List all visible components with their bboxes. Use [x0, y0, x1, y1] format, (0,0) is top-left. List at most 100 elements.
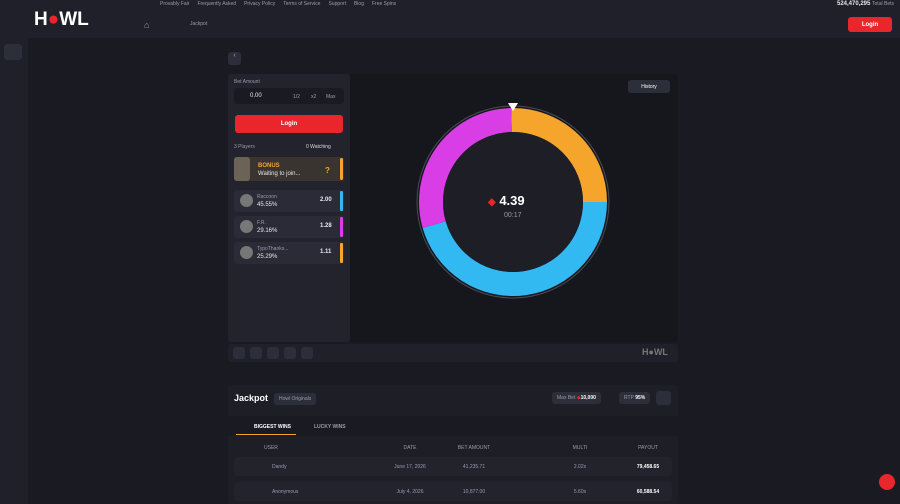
watermark-end: WL	[653, 347, 668, 357]
table-cell: 60,588.54	[636, 489, 660, 495]
bonus-status: Waiting to join...	[258, 171, 301, 177]
logo-start: H	[34, 9, 48, 30]
max-button[interactable]: Max	[326, 94, 336, 100]
wheel-segment	[419, 108, 513, 228]
tool-button[interactable]	[267, 347, 279, 359]
player-color-bar	[340, 217, 343, 237]
history-button[interactable]: History	[628, 80, 670, 93]
tool-button[interactable]	[301, 347, 313, 359]
tab-underline	[236, 434, 296, 435]
jackpot-title: Jackpot	[234, 393, 269, 403]
wheel-pointer	[508, 103, 518, 111]
top-nav: Provably Fair Frequently Asked Privacy Pol…	[160, 1, 396, 7]
multiplier: 4.39	[499, 193, 525, 208]
table-cell: 79,458.65	[636, 464, 660, 470]
wheel	[416, 103, 610, 299]
nav-link[interactable]: Terms of Service	[283, 1, 321, 7]
player-bet: 2.00	[320, 197, 332, 203]
total-bets: 524,470,295	[836, 1, 871, 7]
wheel-segment	[422, 201, 607, 296]
home-icon[interactable]: ⌂	[144, 20, 150, 30]
tab[interactable]: BIGGEST WINS	[254, 424, 291, 430]
wheel-center	[443, 132, 583, 272]
column-header: USER	[264, 445, 278, 451]
player-share: 45.55%	[257, 202, 278, 208]
breadcrumb[interactable]: Jackpot	[190, 21, 208, 27]
bonus-avatar	[234, 157, 250, 181]
jackpot-tag[interactable]: Howl Originals	[274, 393, 317, 405]
table-cell: 2.02x	[573, 464, 587, 470]
player-row	[234, 216, 344, 238]
column-header: MULTI	[572, 445, 588, 451]
player-color-bar	[340, 191, 343, 211]
bonus-bar	[340, 158, 343, 180]
nav-link[interactable]: Blog	[353, 1, 364, 7]
toolbar	[228, 344, 678, 362]
column-header: DATE	[403, 445, 417, 451]
login-button[interactable]: Login	[848, 17, 892, 32]
table-row	[234, 457, 672, 476]
multiplier-row: ◆ 4.39	[488, 193, 525, 208]
tab[interactable]: LUCKY WINS	[314, 424, 346, 430]
nav-link[interactable]: Support	[328, 1, 346, 7]
tool-button[interactable]	[233, 347, 245, 359]
player-name: F.R.	[257, 220, 266, 226]
column-header: BET AMOUNT	[457, 445, 491, 451]
rtp-label: RTP	[624, 395, 634, 401]
rtp: 95%	[635, 395, 646, 401]
player-row	[234, 190, 344, 212]
column-header: PAYOUT	[638, 445, 658, 451]
tool-button[interactable]	[250, 347, 262, 359]
watching: 0 Watching	[306, 144, 331, 150]
table-cell: June 17, 2026	[394, 464, 426, 470]
max-bet-label: Max Bet	[557, 395, 576, 401]
player-name: TypoThanks...	[257, 246, 289, 252]
table-cell: Dandy	[272, 464, 287, 470]
watermark-start: H	[642, 347, 649, 357]
double-button[interactable]: x2	[311, 94, 317, 100]
player-row	[234, 242, 344, 264]
tool-button[interactable]	[284, 347, 296, 359]
login-bet-button[interactable]: Login	[235, 115, 343, 133]
bonus-title: BONUS	[258, 163, 280, 169]
player-avatar	[240, 246, 253, 259]
chat-button[interactable]	[4, 44, 22, 60]
player-bet: 1.28	[320, 223, 332, 229]
watermark: H●WL	[642, 347, 668, 357]
nav-link[interactable]: Provably Fair	[160, 1, 190, 7]
half-button[interactable]: 1/2	[293, 94, 300, 100]
bet-label: Bet Amount	[234, 79, 260, 85]
players-count: 3 Players	[234, 144, 255, 150]
sidebar	[0, 38, 28, 504]
timer: 00:17	[504, 212, 522, 219]
table-cell: July 4, 2026	[396, 489, 424, 495]
collapse-button[interactable]	[656, 391, 671, 405]
bonus-mark: ?	[325, 166, 330, 175]
back-button[interactable]: ‹	[228, 52, 241, 65]
bet-value: 0.00	[250, 93, 262, 99]
table-cell: 5.60x	[573, 489, 587, 495]
total-bets-label: Total Bets	[872, 1, 894, 7]
player-color-bar	[340, 243, 343, 263]
table-cell: Anonymous	[272, 489, 299, 495]
nav-link[interactable]: Free Spins	[371, 1, 397, 7]
logo: H●WL	[34, 9, 89, 30]
player-bet: 1.11	[320, 249, 332, 255]
bonus-row	[234, 157, 344, 181]
tabs-bar	[228, 416, 678, 436]
player-name: Raccoon	[257, 194, 277, 200]
player-avatar	[240, 194, 253, 207]
player-avatar	[240, 220, 253, 233]
logo-end: WL	[59, 9, 89, 30]
wheel-segment	[511, 108, 607, 203]
player-share: 25.29%	[257, 254, 278, 260]
table-cell: 41,235.71	[462, 464, 486, 470]
bet-input[interactable]	[234, 88, 344, 104]
table-cell: 10,877.00	[462, 489, 486, 495]
header	[0, 0, 900, 38]
nav-link[interactable]: Privacy Policy	[244, 1, 276, 7]
support-button[interactable]	[879, 474, 895, 490]
player-share: 29.16%	[257, 228, 278, 234]
nav-link[interactable]: Frequently Asked	[197, 1, 237, 7]
